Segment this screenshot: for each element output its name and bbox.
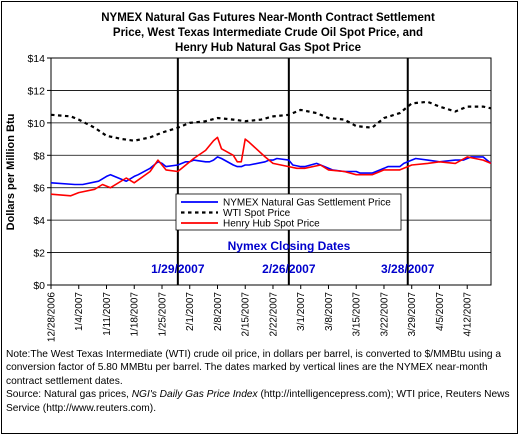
y-axis-label: Dollars per Million Btu: [5, 114, 17, 231]
y-tick-label: $12: [27, 85, 45, 97]
chart: NYMEX Natural Gas Futures Near-Month Con…: [5, 12, 492, 342]
x-tick-label: 1/25/2007: [157, 292, 168, 337]
closing-dates-heading: Nymex Closing Dates: [228, 239, 351, 253]
series-line: [50, 100, 492, 142]
closing-date-labels: 1/29/2007 2/26/2007 3/28/2007: [151, 262, 435, 276]
source-suffix: (http://intelligencepress.com); WTI pric…: [6, 389, 510, 414]
chart-title-line-3: Henry Hub Natural Gas Spot Price: [175, 42, 361, 54]
x-tick-label: 2/15/2007: [241, 292, 252, 337]
series-line: [50, 136, 492, 197]
y-tick-label: $14: [27, 53, 45, 65]
legend-label: Henry Hub Spot Price: [223, 219, 320, 230]
y-tick-label: $2: [33, 248, 45, 260]
x-tick-label: 3/1/2007: [296, 292, 307, 331]
y-tick-label: $8: [33, 150, 45, 162]
x-tick-label: 3/22/2007: [379, 292, 390, 337]
x-tick-label: 1/4/2007: [74, 292, 85, 331]
y-axis: $0 $2 $4 $6 $8 $10 $12 $14: [27, 53, 51, 292]
x-axis: 12/28/2006 1/4/2007 1/11/2007 1/18/2007 1/25…: [47, 285, 474, 342]
x-tick-label: 1/11/2007: [102, 292, 113, 336]
gridlines: [51, 90, 491, 253]
closing-date-label: 1/29/2007: [151, 262, 205, 276]
x-tick-label: 1/18/2007: [130, 292, 141, 337]
source-index-name: NGI's Daily Gas Price Index: [131, 389, 258, 401]
x-tick-label: 4/5/2007: [435, 292, 446, 331]
y-tick-label: $0: [33, 280, 45, 292]
y-tick-label: $4: [33, 215, 45, 227]
chart-note: Note:The West Texas Intermediate (WTI) c…: [6, 348, 514, 415]
legend-label: NYMEX Natural Gas Settlement Price: [223, 198, 391, 209]
x-tick-label: 3/8/2007: [324, 292, 335, 331]
y-tick-label: $6: [33, 183, 45, 195]
chart-title-line-1: NYMEX Natural Gas Futures Near-Month Con…: [101, 12, 435, 24]
chart-title-line-2: Price, West Texas Intermediate Crude Oil…: [113, 27, 423, 39]
x-tick-label: 2/22/2007: [268, 292, 279, 337]
series-layer: [50, 100, 492, 197]
note-text: Note:The West Texas Intermediate (WTI) c…: [6, 349, 502, 387]
x-tick-label: 3/15/2007: [352, 292, 363, 337]
x-tick-label: 2/1/2007: [185, 292, 196, 331]
plot-area: [50, 57, 492, 286]
chart-title: NYMEX Natural Gas Futures Near-Month Con…: [101, 12, 435, 54]
x-tick-label: 12/28/2006: [47, 292, 58, 342]
source-prefix: Source: Natural gas prices,: [6, 389, 132, 401]
closing-date-label: 2/26/2007: [262, 262, 316, 276]
legend-box: [175, 193, 402, 231]
legend-label: WTI Spot Price: [223, 208, 291, 219]
x-tick-label: 3/29/2007: [407, 292, 418, 337]
y-tick-label: $10: [27, 118, 45, 130]
x-tick-label: 2/8/2007: [213, 292, 224, 331]
source-text: Source: Natural gas prices, NGI's Daily …: [6, 388, 514, 415]
x-tick-label: 4/12/2007: [463, 292, 474, 337]
closing-date-label: 3/28/2007: [381, 262, 435, 276]
series-line: [50, 156, 492, 186]
